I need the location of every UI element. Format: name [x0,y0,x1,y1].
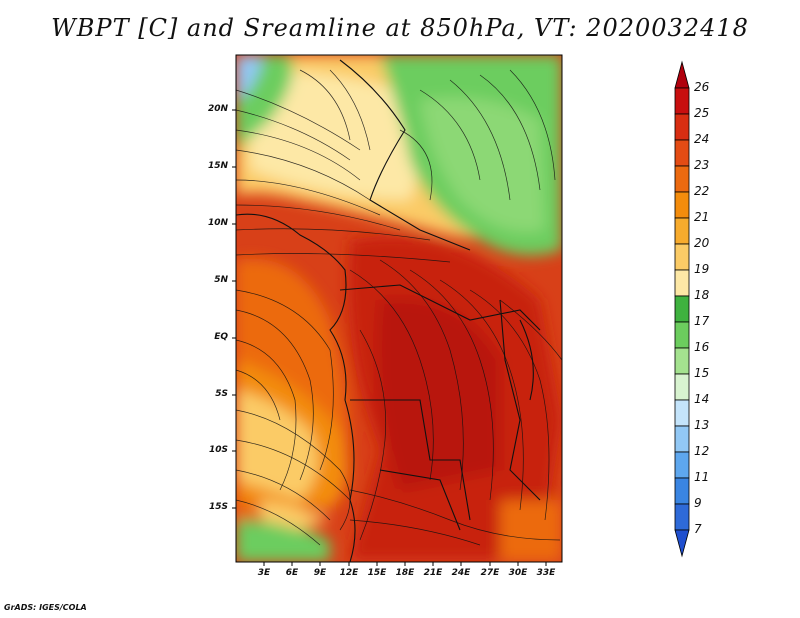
colorbar-label: 13 [694,418,710,432]
colorbar-swatch [674,373,690,401]
lon-label: 24E [451,568,471,578]
colorbar-swatch [674,399,690,427]
lon-label: 33E [536,568,556,578]
colorbar [674,60,690,558]
lon-label: 30E [508,568,528,578]
lon-label: 3E [257,568,271,578]
colorbar-label: 26 [694,80,710,94]
colorbar-swatch [674,139,690,167]
colorbar-label: 25 [694,106,710,120]
colorbar-swatch [674,347,690,375]
colorbar-swatch [674,217,690,245]
colorbar-swatch [674,269,690,297]
colorbar-label: 22 [694,184,710,198]
wbpt-field [236,55,562,562]
colorbar-label: 12 [694,444,710,458]
lat-label: 10N [207,218,228,228]
lon-label: 21E [423,568,443,578]
colorbar-label: 7 [694,522,702,536]
colorbar-swatch [674,87,690,115]
colorbar-bottom-arrow [674,529,690,558]
colorbar-swatch [674,165,690,193]
colorbar-label: 14 [694,392,710,406]
lat-label: 5S [215,389,228,399]
colorbar-label: 11 [694,470,710,484]
colorbar-swatch [674,503,690,531]
footer-credit: GrADS: IGES/COLA [4,603,87,612]
lat-label: 15S [208,502,228,512]
colorbar-swatch [674,113,690,141]
streamlines [236,69,562,546]
lon-label: 27E [480,568,500,578]
lat-label: EQ [214,332,228,342]
colorbar-label: 18 [694,288,710,302]
lat-label: 10S [208,445,228,455]
map-title: WBPT [C] and Sreamline at 850hPa, VT: 20… [51,14,749,42]
axis-ticks [232,109,547,566]
lat-label: 20N [207,104,228,114]
colorbar-swatch [674,451,690,479]
lat-label: 15N [207,161,228,171]
map-frame [235,54,563,563]
colorbar-swatch [674,477,690,505]
colorbar-label: 16 [694,340,710,354]
colorbar-label: 20 [694,236,710,250]
colorbar-swatch [674,243,690,271]
colorbar-label: 17 [694,314,710,328]
lon-label: 15E [367,568,387,578]
colorbar-swatch [674,295,690,323]
lon-label: 12E [339,568,359,578]
colorbar-label: 24 [694,132,710,146]
colorbar-label: 21 [694,210,710,224]
colorbar-swatch [674,321,690,349]
lon-label: 18E [395,568,415,578]
colorbar-label: 15 [694,366,710,380]
lon-label: 6E [285,568,299,578]
colorbar-swatch [674,425,690,453]
lon-label: 9E [313,568,327,578]
colorbar-swatch [674,191,690,219]
colorbar-label: 23 [694,158,710,172]
colorbar-label: 19 [694,262,710,276]
country-borders [236,59,541,562]
colorbar-top-arrow [674,60,690,89]
lat-label: 5N [214,275,228,285]
colorbar-label: 9 [694,496,702,510]
